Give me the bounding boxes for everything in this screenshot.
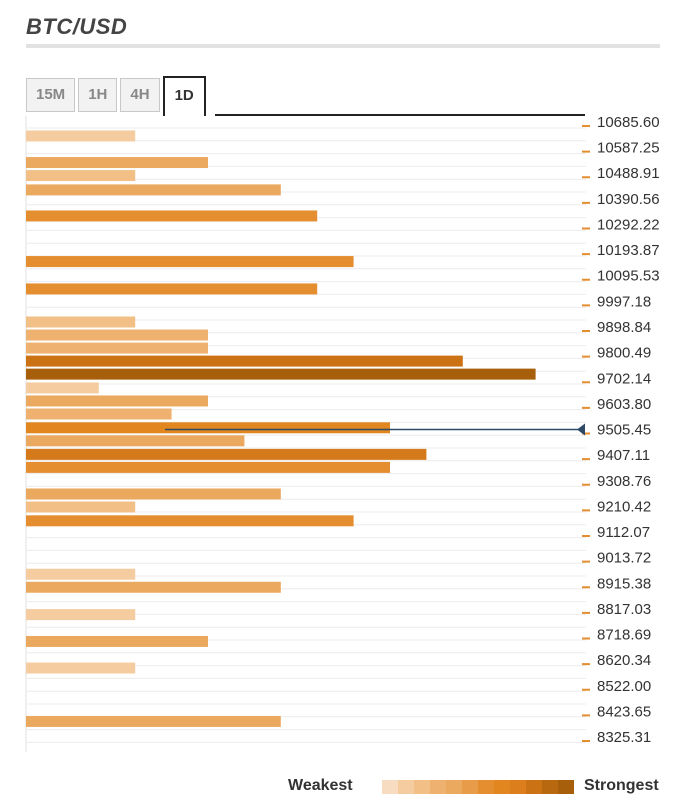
legend-swatch (526, 780, 542, 794)
axis-tick-label: 9308.76 (597, 473, 651, 490)
axis-tick-label: 9407.11 (597, 447, 650, 464)
legend-swatch (478, 780, 494, 794)
confluence-bar (26, 395, 208, 407)
axis-tick-label: 9800.49 (597, 345, 651, 362)
confluence-bar (26, 382, 99, 394)
confluence-bar (26, 515, 354, 527)
axis-tick-label: 9603.80 (597, 396, 651, 413)
confluence-bar (26, 609, 136, 621)
confluence-bar (26, 635, 208, 647)
axis-tick-label: 8325.31 (597, 729, 651, 746)
axis-tick-label: 8817.03 (597, 601, 651, 618)
axis-tick-label: 8423.65 (597, 703, 651, 720)
tab-1d[interactable]: 1D (162, 76, 206, 116)
axis-tick-label: 8915.38 (597, 575, 651, 592)
confluence-bar (26, 448, 427, 460)
legend-swatch (510, 780, 526, 794)
legend-swatch (382, 780, 398, 794)
legend-swatch (558, 780, 574, 794)
confluence-bar (26, 329, 208, 341)
axis-tick-label: 9505.45 (597, 422, 651, 439)
axis-tick-label: 10390.56 (597, 191, 660, 208)
confluence-bar (26, 501, 136, 513)
legend-swatch (494, 780, 510, 794)
axis-tick-label: 9112.07 (597, 524, 650, 541)
axis-tick-label: 8718.69 (597, 627, 651, 644)
confluence-bar (26, 316, 136, 328)
timeframe-tabs: 15M 1H 4H 1D (26, 76, 209, 116)
axis-tick-label: 8522.00 (597, 678, 651, 695)
confluence-bar (26, 715, 281, 727)
legend-weakest-label: Weakest (288, 777, 353, 794)
axis-tick-label: 8620.34 (597, 652, 651, 669)
current-price-marker (577, 423, 585, 436)
legend-strongest-label: Strongest (584, 777, 659, 794)
confluence-bar (26, 581, 281, 593)
axis-tick-label: 10685.60 (597, 114, 660, 131)
confluence-bar (26, 342, 208, 354)
tab-4h[interactable]: 4H (120, 78, 160, 112)
tab-1h[interactable]: 1H (78, 78, 118, 112)
legend-swatch (398, 780, 414, 794)
chart-title: BTC/USD (26, 14, 128, 39)
tabs-baseline (215, 114, 585, 116)
title-underline (26, 44, 660, 48)
axis-tick-label: 9702.14 (597, 370, 651, 387)
strength-legend: Weakest Strongest (0, 776, 682, 798)
confluence-bar (26, 170, 136, 182)
confluence-bar (26, 210, 318, 222)
confluence-bar (26, 283, 318, 295)
axis-tick-label: 10292.22 (597, 216, 660, 233)
confluence-bar (26, 184, 281, 196)
confluence-bar (26, 368, 536, 380)
axis-tick-label: 9898.84 (597, 319, 651, 336)
confluence-bar (26, 435, 245, 447)
legend-color-scale (382, 780, 574, 794)
axis-tick-label: 10193.87 (597, 242, 660, 259)
axis-tick-label: 9997.18 (597, 293, 651, 310)
confluence-bar (26, 488, 281, 500)
confluence-bar (26, 568, 136, 580)
confluence-chart: 10685.60 10587.25 10488.91 10390.56 10292.22… (25, 114, 660, 752)
legend-swatch (542, 780, 558, 794)
axis-tick-label: 10587.25 (597, 140, 660, 157)
confluence-bar (26, 355, 463, 367)
confluence-bar (26, 662, 136, 674)
confluence-bar (26, 422, 390, 434)
confluence-bar (26, 461, 390, 473)
legend-swatch (414, 780, 430, 794)
axis-tick-label: 9210.42 (597, 498, 651, 515)
axis-tick-label: 10095.53 (597, 268, 660, 285)
legend-swatch (446, 780, 462, 794)
tab-15m[interactable]: 15M (26, 78, 76, 112)
legend-swatch (462, 780, 478, 794)
confluence-bar (26, 256, 354, 268)
confluence-bar (26, 157, 208, 169)
confluence-bar (26, 408, 172, 420)
axis-tick-label: 9013.72 (597, 550, 651, 567)
confluence-bar (26, 130, 136, 142)
axis-tick-label: 10488.91 (597, 165, 660, 182)
legend-swatch (430, 780, 446, 794)
